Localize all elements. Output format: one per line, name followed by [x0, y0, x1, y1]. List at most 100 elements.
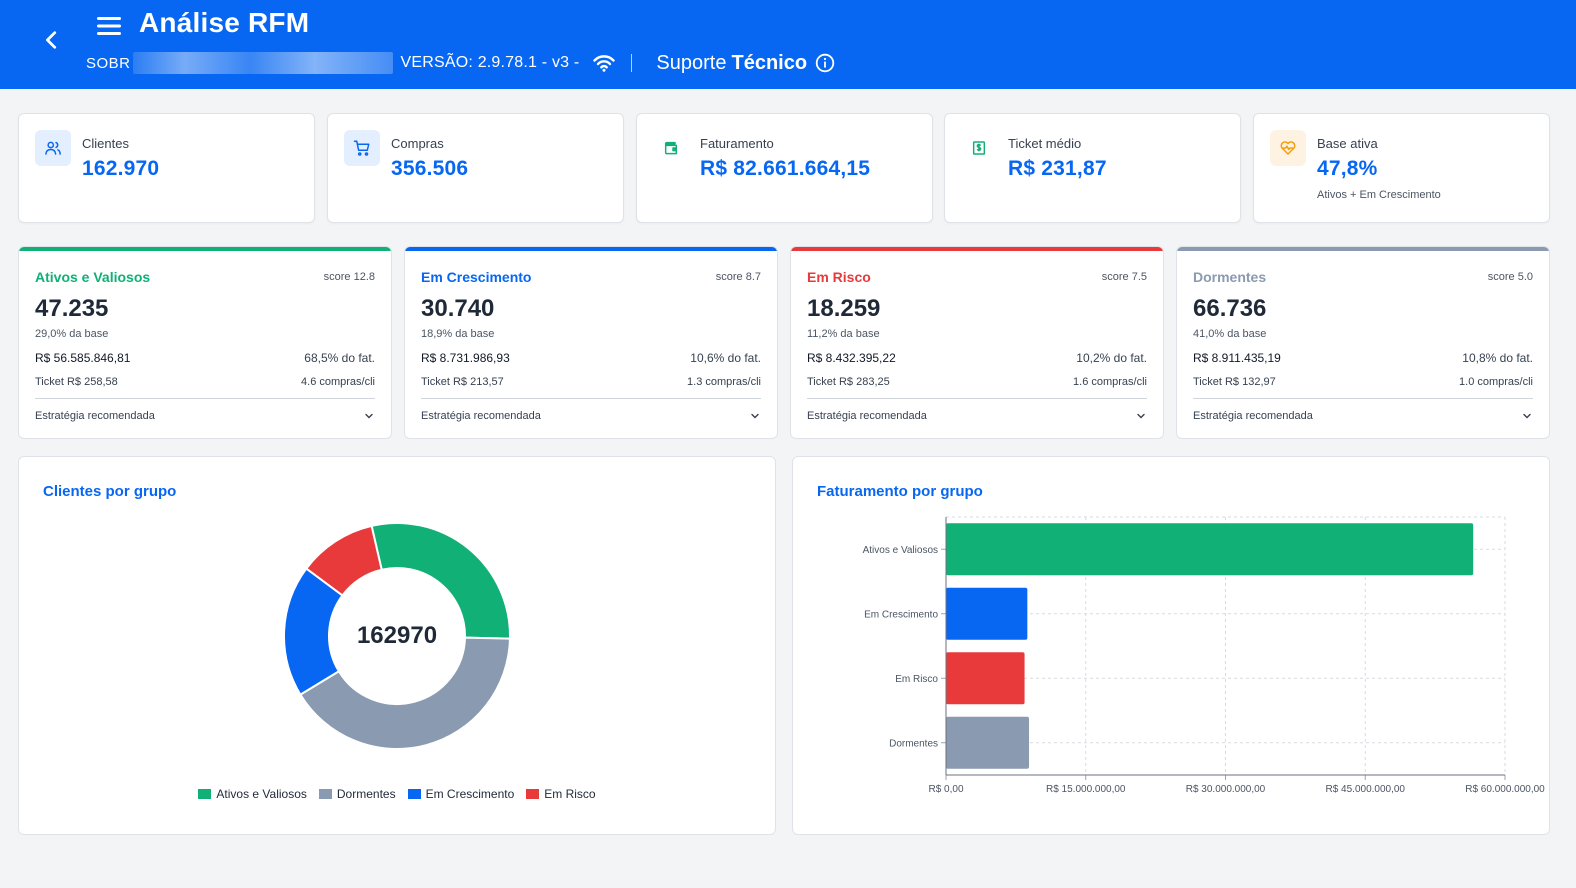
- x-tick-label: R$ 30.000.000,00: [1186, 784, 1266, 795]
- strategy-toggle[interactable]: Estratégia recomendada: [421, 407, 761, 425]
- chevron-down-icon: [365, 413, 373, 419]
- segment-share: 29,0% da base: [35, 328, 109, 340]
- version-label: VERSÃO: 2.9.78.1 - v3 -: [400, 54, 580, 71]
- wallet-icon: [653, 130, 689, 166]
- segment-ticket: Ticket R$ 213,57: [421, 376, 504, 388]
- support-link[interactable]: Suporte Técnico: [656, 52, 835, 75]
- legend-label: Em Risco: [544, 787, 596, 801]
- bar-ativos-e-valiosos[interactable]: [946, 523, 1474, 576]
- segment-count: 66.736: [1193, 295, 1267, 322]
- page-title: Análise RFM: [139, 7, 310, 38]
- segment-card-ativos-e-valiosos: Ativos e Valiosos score 12.8 47.235 29,0…: [18, 246, 392, 439]
- legend-item-dormentes[interactable]: Dormentes: [318, 787, 396, 801]
- donut-slice-dormentes[interactable]: [296, 628, 529, 770]
- donut-slice-ativos-e-valiosos[interactable]: [370, 500, 514, 663]
- segment-ticket: Ticket R$ 283,25: [807, 376, 890, 388]
- chevron-down-icon: [1137, 413, 1145, 419]
- segment-revenue-pct: 10,8% do fat.: [1462, 351, 1533, 365]
- x-tick-label: R$ 0,00: [928, 784, 963, 795]
- legend-swatch: [407, 789, 421, 799]
- legend-item-em-risco[interactable]: Em Risco: [526, 787, 596, 801]
- strategy-toggle[interactable]: Estratégia recomendada: [807, 407, 1147, 425]
- segment-frequency: 4.6 compras/cli: [301, 376, 375, 388]
- clients-by-group-panel: Clientes por grupo 162970 Ativos e Valio…: [18, 456, 776, 835]
- segment-card-dormentes: Dormentes score 5.0 66.736 41,0% da base…: [1176, 246, 1550, 439]
- segment-color-bar: [1177, 247, 1549, 251]
- top-app-bar: Análise RFM SOBR VERSÃO: 2.9.78.1 - v3 -…: [0, 0, 1576, 89]
- x-tick-label: R$ 15.000.000,00: [1046, 784, 1126, 795]
- donut-svg: [283, 500, 529, 770]
- donut-slice-em-risco[interactable]: [300, 524, 385, 602]
- segment-color-bar: [19, 247, 391, 251]
- legend-label: Dormentes: [336, 787, 396, 801]
- kpi-card-compras: Compras 356.506: [327, 113, 624, 223]
- chevron-down-icon: [751, 413, 759, 419]
- strategy-toggle[interactable]: Estratégia recomendada: [1193, 407, 1533, 425]
- legend-label: Ativos e Valiosos: [216, 787, 307, 801]
- bar-em-risco[interactable]: [946, 652, 1025, 705]
- info-icon[interactable]: [815, 53, 835, 73]
- legend-swatch: [526, 789, 540, 799]
- heart-pulse-icon: [1270, 130, 1306, 166]
- support-label: Suporte: [656, 51, 727, 74]
- segment-frequency: 1.3 compras/cli: [687, 376, 761, 388]
- segment-color-bar: [791, 247, 1163, 251]
- legend-item-ativos-e-valiosos[interactable]: Ativos e Valiosos: [198, 787, 307, 801]
- kpi-value: 356.506: [391, 157, 469, 180]
- y-tick-label: Ativos e Valiosos: [863, 545, 938, 556]
- segment-revenue: R$ 8.731.986,93: [421, 351, 510, 365]
- segment-card-em-risco: Em Risco score 7.5 18.259 11,2% da base …: [790, 246, 1164, 439]
- segment-share: 41,0% da base: [1193, 328, 1267, 340]
- segment-revenue-pct: 68,5% do fat.: [304, 351, 375, 365]
- wifi-icon: [593, 54, 616, 72]
- legend-item-em-crescimento[interactable]: Em Crescimento: [407, 787, 515, 801]
- chart-legend: Ativos e Valiosos Dormentes Em Crescimento…: [19, 787, 775, 801]
- segment-score: score 7.5: [1101, 271, 1147, 283]
- chart-title: Faturamento por grupo: [817, 483, 983, 500]
- y-tick-label: Em Risco: [895, 674, 938, 685]
- legend-swatch: [198, 789, 212, 799]
- kpi-label: Base ativa: [1317, 136, 1378, 151]
- bar-dormentes[interactable]: [946, 716, 1030, 769]
- segment-name: Em Risco: [807, 269, 871, 285]
- chevron-down-icon: [1523, 413, 1531, 419]
- x-tick-label: R$ 60.000.000,00: [1465, 784, 1545, 795]
- segment-revenue-pct: 10,6% do fat.: [690, 351, 761, 365]
- segment-score: score 8.7: [715, 271, 761, 283]
- segment-revenue: R$ 8.432.395,22: [807, 351, 896, 365]
- kpi-label: Ticket médio: [1008, 136, 1082, 151]
- kpi-value: 47,8%: [1317, 157, 1378, 180]
- back-button[interactable]: [36, 24, 68, 56]
- company-name: SOBR: [86, 54, 131, 72]
- strategy-label: Estratégia recomendada: [807, 410, 927, 422]
- segment-count: 18.259: [807, 295, 881, 322]
- segment-frequency: 1.0 compras/cli: [1459, 376, 1533, 388]
- segment-color-bar: [405, 247, 777, 251]
- chart-title: Clientes por grupo: [43, 483, 177, 500]
- revenue-by-group-panel: Faturamento por grupo R$ 0,00 R$ 15.000.0…: [792, 456, 1550, 835]
- y-tick-label: Em Crescimento: [864, 609, 938, 620]
- kpi-card-base-ativa: Base ativa 47,8% Ativos + Em Crescimento: [1253, 113, 1550, 223]
- kpi-value: R$ 82.661.664,15: [700, 157, 871, 180]
- divider: [1193, 398, 1533, 399]
- support-label-bold: Técnico: [731, 51, 808, 74]
- legend-label: Em Crescimento: [425, 787, 515, 801]
- segment-share: 18,9% da base: [421, 328, 495, 340]
- segment-ticket: Ticket R$ 258,58: [35, 376, 118, 388]
- kpi-card-faturamento: Faturamento R$ 82.661.664,15: [636, 113, 933, 223]
- strategy-toggle[interactable]: Estratégia recomendada: [35, 407, 375, 425]
- y-tick-label: Dormentes: [889, 738, 938, 749]
- segment-ticket: Ticket R$ 132,97: [1193, 376, 1276, 388]
- divider: [35, 398, 375, 399]
- segment-name: Em Crescimento: [421, 269, 532, 285]
- menu-button[interactable]: [95, 12, 123, 40]
- strategy-label: Estratégia recomendada: [421, 410, 541, 422]
- kpi-label: Clientes: [82, 136, 129, 151]
- divider: [421, 398, 761, 399]
- segment-revenue: R$ 8.911.435,19: [1193, 351, 1281, 365]
- redacted-company-name: [132, 52, 393, 74]
- kpi-card-ticket-medio: Ticket médio R$ 231,87: [944, 113, 1241, 223]
- kpi-note: Ativos + Em Crescimento: [1317, 189, 1441, 201]
- bar-em-crescimento[interactable]: [946, 587, 1028, 640]
- segment-revenue-pct: 10,2% do fat.: [1076, 351, 1147, 365]
